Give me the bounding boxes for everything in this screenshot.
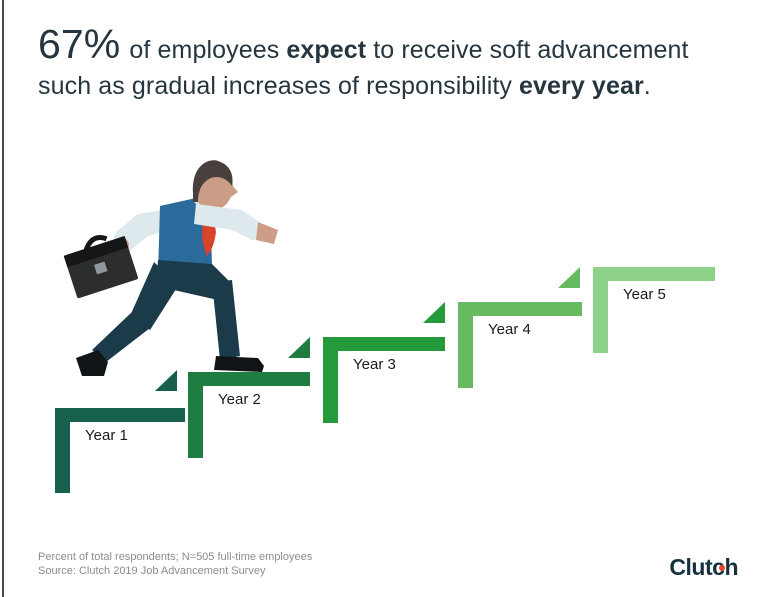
frame-border [2, 0, 4, 597]
step-label: Year 4 [488, 321, 531, 338]
footnote: Percent of total respondents; N=505 full… [38, 550, 312, 578]
hair [192, 160, 233, 202]
step-top-bar [458, 302, 582, 316]
footnote-line-1: Percent of total respondents; N=505 full… [38, 551, 313, 563]
step-riser-bar [323, 337, 338, 423]
clutch-logo: Clutc h [669, 554, 738, 581]
step-label: Year 2 [218, 391, 261, 408]
clutch-logo-dot [719, 565, 726, 571]
headline-stat: 67% [38, 21, 121, 67]
front-leg-thigh [156, 260, 230, 300]
step-riser-bar [55, 408, 70, 493]
step-top-bar [55, 408, 185, 422]
front-leg-shin [212, 280, 240, 360]
step-riser-bar [593, 267, 608, 353]
front-hand [256, 222, 278, 244]
briefcase-lid [63, 236, 129, 268]
step-top-bar [593, 267, 715, 281]
step-arrow-triangle [423, 302, 445, 323]
headline-text-2: to receive soft advancement [366, 36, 689, 64]
briefcase [63, 235, 138, 299]
headline-text-4: . [643, 72, 651, 100]
clutch-logo-c-letter: c [712, 554, 725, 580]
step-label: Year 1 [85, 427, 128, 444]
headline-text-1: of employees [122, 36, 287, 64]
step-riser-bar [458, 302, 473, 388]
back-shoe [76, 350, 108, 376]
front-arm [194, 204, 266, 240]
nose [231, 184, 238, 197]
front-shoe [214, 356, 264, 372]
footnote-line-2: Source: Clutch 2019 Job Advancement Surv… [38, 565, 266, 577]
clutch-logo-c: c [712, 554, 726, 581]
step-label: Year 5 [623, 286, 666, 303]
clutch-logo-text-2: h [724, 554, 738, 580]
headline-bold-expect: expect [286, 36, 367, 64]
briefcase-clasp [93, 261, 108, 275]
headline-text-3: such as gradual increases of responsibil… [38, 72, 520, 100]
headline: 67% of employees expect to receive soft … [38, 24, 738, 104]
step-arrow-triangle [558, 267, 580, 288]
headline-bold-every-year: every year [519, 72, 644, 100]
step-top-bar [323, 337, 445, 351]
back-leg-shin [92, 312, 150, 362]
step-top-bar [188, 372, 310, 386]
clutch-logo-text-1: Clut [669, 554, 713, 580]
businessman-illustration [63, 160, 278, 376]
step-riser-bar [188, 372, 203, 458]
step-label: Year 3 [353, 356, 396, 373]
